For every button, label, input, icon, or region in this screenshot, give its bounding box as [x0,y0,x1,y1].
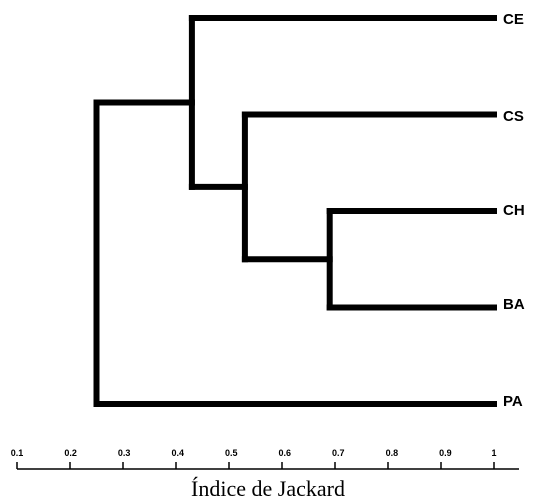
tick-label-0-7: 0.7 [332,448,345,458]
tick-label-0-9: 0.9 [439,448,452,458]
leaf-label-pa: PA [503,393,523,410]
tick-label-0-5: 0.5 [225,448,238,458]
leaf-label-ba: BA [503,296,525,313]
dendrogram-branches [93,15,497,407]
x-axis-title: Índice de Jackard [191,476,345,501]
tick-label-0-1: 0.1 [11,448,24,458]
tick-label-0-2: 0.2 [64,448,77,458]
tick-label-1: 1 [491,448,496,458]
leaf-label-cs: CS [503,108,524,125]
tick-label-0-3: 0.3 [118,448,131,458]
tick-label-0-4: 0.4 [171,448,184,458]
tick-label-0-6: 0.6 [279,448,292,458]
leaf-label-ch: CH [503,202,525,219]
tick-label-0-8: 0.8 [386,448,399,458]
leaf-label-ce: CE [503,11,524,28]
x-axis-ticks [16,462,495,469]
